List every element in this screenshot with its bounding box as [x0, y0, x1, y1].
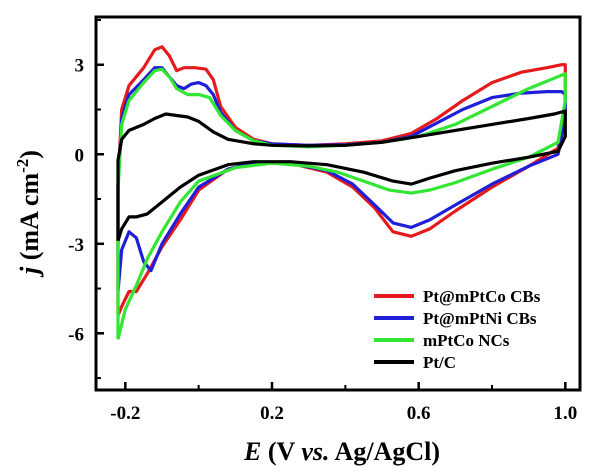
- x-axis-title-var: E: [243, 437, 261, 466]
- x-axis-title-tail: Ag/AgCl): [329, 437, 440, 466]
- x-axis-title-vs: vs.: [301, 437, 329, 466]
- y-tick-label: 3: [75, 56, 85, 77]
- legend-label-3: mPtCo NCs: [423, 331, 510, 350]
- axis-tick-labels: -0.2 0.2 0.6 1.0 3 0 -3 -6: [68, 56, 577, 424]
- y-axis-title-tail: ): [15, 150, 44, 159]
- legend: Pt@mPtCo CBs Pt@mPtNi CBs mPtCo NCs Pt/C: [374, 287, 541, 372]
- x-tick-label: 1.0: [553, 403, 577, 424]
- y-axis-title-text: (mA cm: [15, 173, 44, 267]
- legend-label-2: Pt@mPtNi CBs: [423, 309, 537, 328]
- plot-lines: [116, 45, 567, 340]
- series-line-2: [116, 66, 567, 292]
- y-tick-label: -6: [68, 324, 84, 345]
- legend-label-1: Pt@mPtCo CBs: [423, 287, 541, 306]
- plot-frame: [94, 15, 582, 392]
- x-axis-title: E (V vs. Ag/AgCl): [243, 437, 440, 466]
- series-line-3: [116, 67, 567, 340]
- y-axis-title-sup: -2: [13, 159, 32, 173]
- x-tick-label: 0.6: [407, 403, 431, 424]
- y-axis-title: j (mA cm-2): [13, 150, 44, 278]
- x-tick-label: -0.2: [110, 403, 140, 424]
- y-tick-label: -3: [68, 235, 84, 256]
- x-axis-title-text: (V: [261, 437, 301, 466]
- series-line-4: [116, 109, 567, 242]
- x-tick-label: 0.2: [260, 403, 284, 424]
- y-tick-label: 0: [75, 145, 85, 166]
- axis-ticks: [96, 18, 567, 390]
- legend-label-4: Pt/C: [423, 353, 456, 372]
